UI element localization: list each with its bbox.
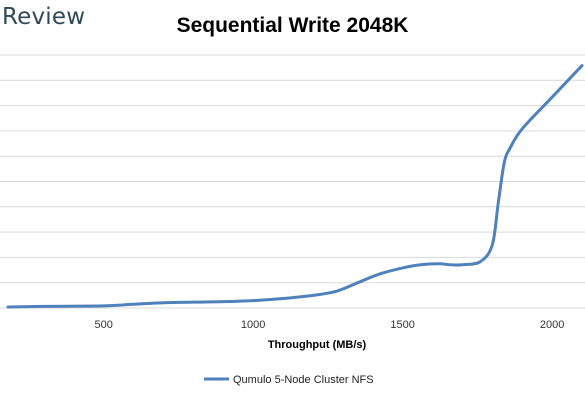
gridlines (0, 54, 585, 309)
x-axis-label: Throughput (MB/s) (268, 339, 367, 351)
legend-label: Qumulo 5-Node Cluster NFS (233, 374, 374, 386)
x-tick-label: 1000 (241, 319, 265, 331)
chart-title: Sequential Write 2048K (176, 14, 409, 37)
x-tick-label: 2000 (540, 319, 564, 331)
x-tick-label: 500 (94, 319, 112, 331)
x-tick-label: 1500 (390, 319, 414, 331)
series-line-qumulo (6, 64, 584, 309)
x-axis-ticks: 500 1000 1500 2000 (94, 319, 564, 331)
review-logo: Review (2, 4, 86, 30)
legend: Qumulo 5-Node Cluster NFS (204, 374, 374, 386)
